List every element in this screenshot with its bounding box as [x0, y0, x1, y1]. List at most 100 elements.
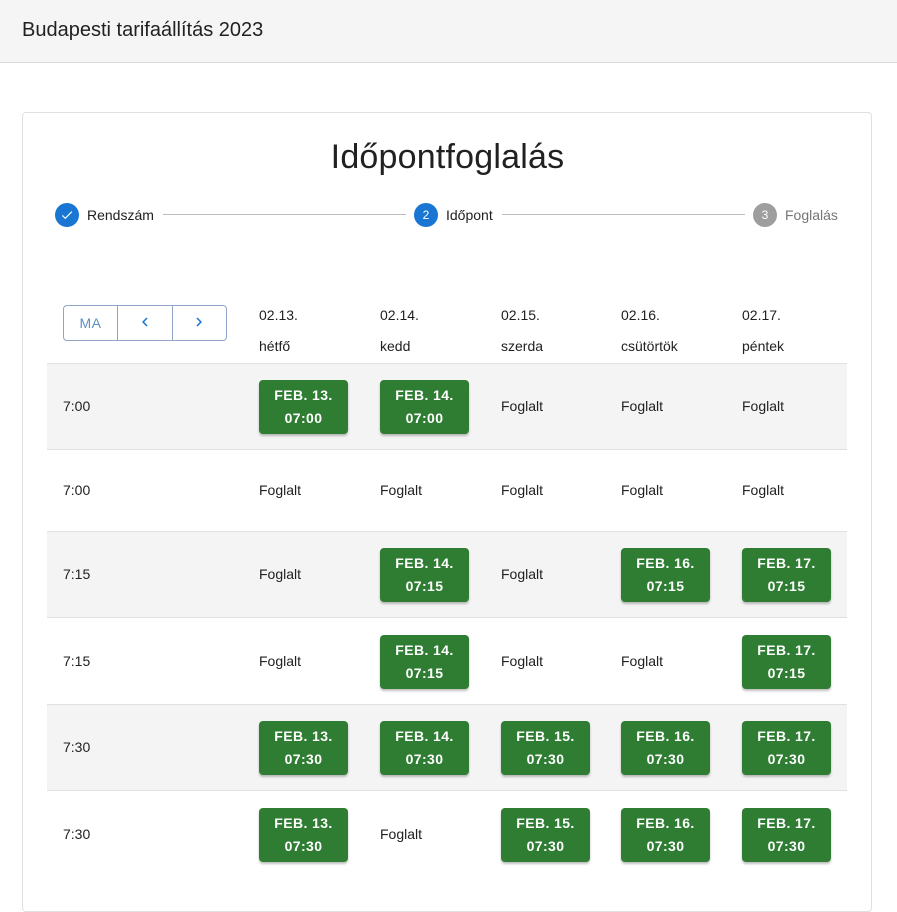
- slot-time: 07:15: [767, 664, 806, 681]
- busy-label: Foglalt: [621, 398, 664, 414]
- day-header: 02.16. csütörtök: [621, 300, 678, 362]
- free-slot-button[interactable]: FEB. 14. 07:15: [380, 548, 469, 602]
- free-slot-button[interactable]: FEB. 15. 07:30: [501, 807, 590, 862]
- chevron-right-icon: [190, 313, 208, 334]
- step-connector: [502, 214, 745, 215]
- busy-label: Foglalt: [259, 652, 302, 669]
- table-row: 7:00 FEB. 13. 07:00 FEB. 14. 07:00 Foglalt Fog…: [47, 363, 847, 449]
- slot-time: 07:30: [526, 751, 565, 767]
- day-name: hétfő: [259, 338, 291, 354]
- table-row: 7:15 Foglalt FEB. 14. 07:15 Foglalt Foglalt FE…: [47, 617, 847, 704]
- row-time: 7:15: [63, 566, 91, 582]
- slot-date: FEB. 17.: [757, 814, 816, 831]
- busy-label: Foglalt: [742, 482, 785, 498]
- next-week-button[interactable]: [171, 306, 227, 340]
- slot-date: FEB. 16.: [636, 728, 695, 744]
- free-slot-button[interactable]: FEB. 13. 07:30: [259, 721, 348, 775]
- page-title: Időpontfoglalás: [330, 138, 565, 176]
- free-slot-button[interactable]: FEB. 14. 07:30: [380, 721, 469, 775]
- slot-date: FEB. 13.: [274, 387, 333, 403]
- day-header: 02.17. péntek: [742, 300, 784, 362]
- day-name: csütörtök: [621, 338, 678, 354]
- slot-time: 07:15: [405, 664, 444, 681]
- free-slot-button[interactable]: FEB. 17. 07:15: [742, 548, 831, 602]
- prev-week-button[interactable]: [117, 306, 172, 340]
- slot-date: FEB. 15.: [516, 814, 575, 831]
- table-row: 7:15 Foglalt FEB. 14. 07:15 Foglalt FEB. 16. 0…: [47, 531, 847, 617]
- free-slot-button[interactable]: FEB. 15. 07:30: [501, 721, 590, 775]
- step-label: Időpont: [446, 207, 493, 223]
- chevron-left-icon: [136, 313, 154, 334]
- free-slot-button[interactable]: FEB. 16. 07:15: [621, 548, 710, 602]
- slot-date: FEB. 16.: [636, 555, 695, 571]
- busy-label: Foglalt: [380, 482, 423, 498]
- free-slot-button[interactable]: FEB. 16. 07:30: [621, 807, 710, 862]
- today-button[interactable]: MA: [79, 315, 102, 331]
- slot-date: FEB. 15.: [516, 728, 575, 744]
- busy-label: Foglalt: [380, 825, 423, 842]
- day-name: péntek: [742, 338, 785, 354]
- free-slot-button[interactable]: FEB. 16. 07:30: [621, 721, 710, 775]
- slot-time: 07:15: [405, 578, 444, 594]
- row-time: 7:00: [63, 398, 91, 414]
- day-date: 02.16.: [621, 307, 660, 323]
- row-time: 7:00: [63, 482, 91, 498]
- step-label: Rendszám: [87, 207, 154, 223]
- day-date: 02.17.: [742, 307, 781, 323]
- slot-date: FEB. 13.: [274, 728, 333, 744]
- free-slot-button[interactable]: FEB. 17. 07:30: [742, 721, 831, 775]
- slot-time: 07:30: [767, 837, 806, 854]
- step-idopont[interactable]: 2 Időpont: [414, 203, 493, 227]
- slot-time: 07:30: [767, 751, 806, 767]
- row-time: 7:30: [63, 739, 91, 755]
- slot-time: 07:30: [646, 751, 685, 767]
- day-header: 02.14. kedd: [380, 300, 419, 362]
- slot-date: FEB. 17.: [757, 555, 816, 571]
- free-slot-button[interactable]: FEB. 14. 07:15: [380, 634, 469, 689]
- app-bar: Budapesti tarifaállítás 2023: [0, 0, 897, 63]
- step-connector: [163, 214, 406, 215]
- slot-date: FEB. 14.: [395, 387, 454, 403]
- slot-time: 07:00: [284, 410, 323, 426]
- slot-time: 07:15: [646, 578, 685, 594]
- free-slot-button[interactable]: FEB. 17. 07:15: [742, 634, 831, 689]
- day-name: kedd: [380, 338, 411, 354]
- free-slot-button[interactable]: FEB. 13. 07:30: [259, 807, 348, 862]
- table-row: 7:30 FEB. 13. 07:30 FEB. 14. 07:30 FEB. 15. 07…: [47, 704, 847, 790]
- step-rendszam[interactable]: Rendszám: [55, 203, 154, 227]
- day-header: 02.13. hétfő: [259, 300, 298, 362]
- busy-label: Foglalt: [259, 482, 302, 498]
- week-nav: MA: [63, 305, 227, 341]
- check-icon: [55, 203, 79, 227]
- free-slot-button[interactable]: FEB. 17. 07:30: [742, 807, 831, 862]
- day-name: szerda: [501, 338, 544, 354]
- table-row: 7:30 FEB. 13. 07:30 Foglalt FEB. 15. 07:30 FEB…: [47, 790, 847, 877]
- slot-date: FEB. 13.: [274, 814, 333, 831]
- slot-time: 07:30: [526, 837, 565, 854]
- slot-time: 07:15: [767, 578, 806, 594]
- slot-time: 07:30: [284, 751, 323, 767]
- busy-label: Foglalt: [501, 566, 544, 582]
- app-title: Budapesti tarifaállítás 2023: [22, 19, 264, 41]
- step-label: Foglalás: [785, 207, 838, 223]
- slot-date: FEB. 16.: [636, 814, 695, 831]
- step-number: 2: [414, 203, 438, 227]
- busy-label: Foglalt: [621, 482, 664, 498]
- step-foglalas[interactable]: 3 Foglalás: [753, 203, 838, 227]
- free-slot-button[interactable]: FEB. 14. 07:00: [380, 380, 469, 434]
- slot-date: FEB. 14.: [395, 728, 454, 744]
- busy-label: Foglalt: [742, 398, 785, 414]
- slot-date: FEB. 14.: [395, 555, 454, 571]
- day-date: 02.13.: [259, 307, 298, 323]
- slot-time: 07:00: [405, 410, 444, 426]
- slot-date: FEB. 14.: [395, 641, 454, 658]
- day-header: 02.15. szerda: [501, 300, 543, 362]
- busy-label: Foglalt: [621, 652, 664, 669]
- free-slot-button[interactable]: FEB. 13. 07:00: [259, 380, 348, 434]
- busy-label: Foglalt: [259, 566, 302, 582]
- busy-label: Foglalt: [501, 652, 544, 669]
- row-time: 7:15: [63, 652, 91, 669]
- slot-date: FEB. 17.: [757, 728, 816, 744]
- step-number: 3: [753, 203, 777, 227]
- slot-date: FEB. 17.: [757, 641, 816, 658]
